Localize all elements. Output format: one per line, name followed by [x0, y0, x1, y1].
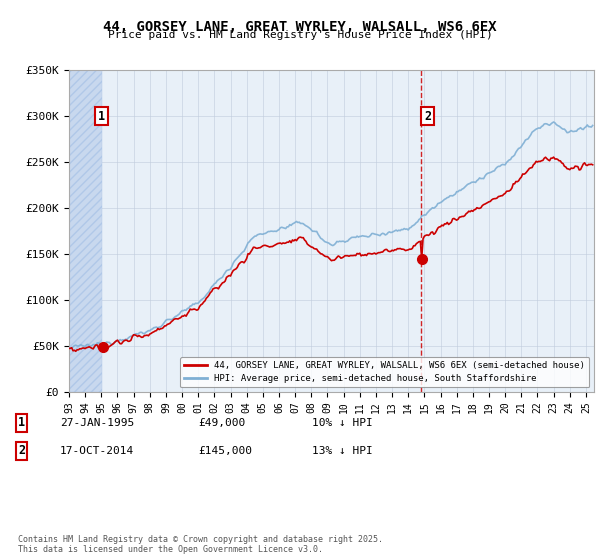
Text: 1: 1: [18, 416, 25, 430]
Text: 1: 1: [98, 110, 105, 123]
Text: 17-OCT-2014: 17-OCT-2014: [60, 446, 134, 456]
Text: 44, GORSEY LANE, GREAT WYRLEY, WALSALL, WS6 6EX: 44, GORSEY LANE, GREAT WYRLEY, WALSALL, …: [103, 20, 497, 34]
Bar: [69, 70, 103, 392]
Text: 27-JAN-1995: 27-JAN-1995: [60, 418, 134, 428]
Text: £49,000: £49,000: [198, 418, 245, 428]
Legend: 44, GORSEY LANE, GREAT WYRLEY, WALSALL, WS6 6EX (semi-detached house), HPI: Aver: 44, GORSEY LANE, GREAT WYRLEY, WALSALL, …: [180, 357, 589, 388]
Text: Price paid vs. HM Land Registry's House Price Index (HPI): Price paid vs. HM Land Registry's House …: [107, 30, 493, 40]
Text: 13% ↓ HPI: 13% ↓ HPI: [312, 446, 373, 456]
Text: Contains HM Land Registry data © Crown copyright and database right 2025.
This d: Contains HM Land Registry data © Crown c…: [18, 535, 383, 554]
Text: £145,000: £145,000: [198, 446, 252, 456]
Text: 2: 2: [424, 110, 431, 123]
Text: 2: 2: [18, 444, 25, 458]
Text: 10% ↓ HPI: 10% ↓ HPI: [312, 418, 373, 428]
